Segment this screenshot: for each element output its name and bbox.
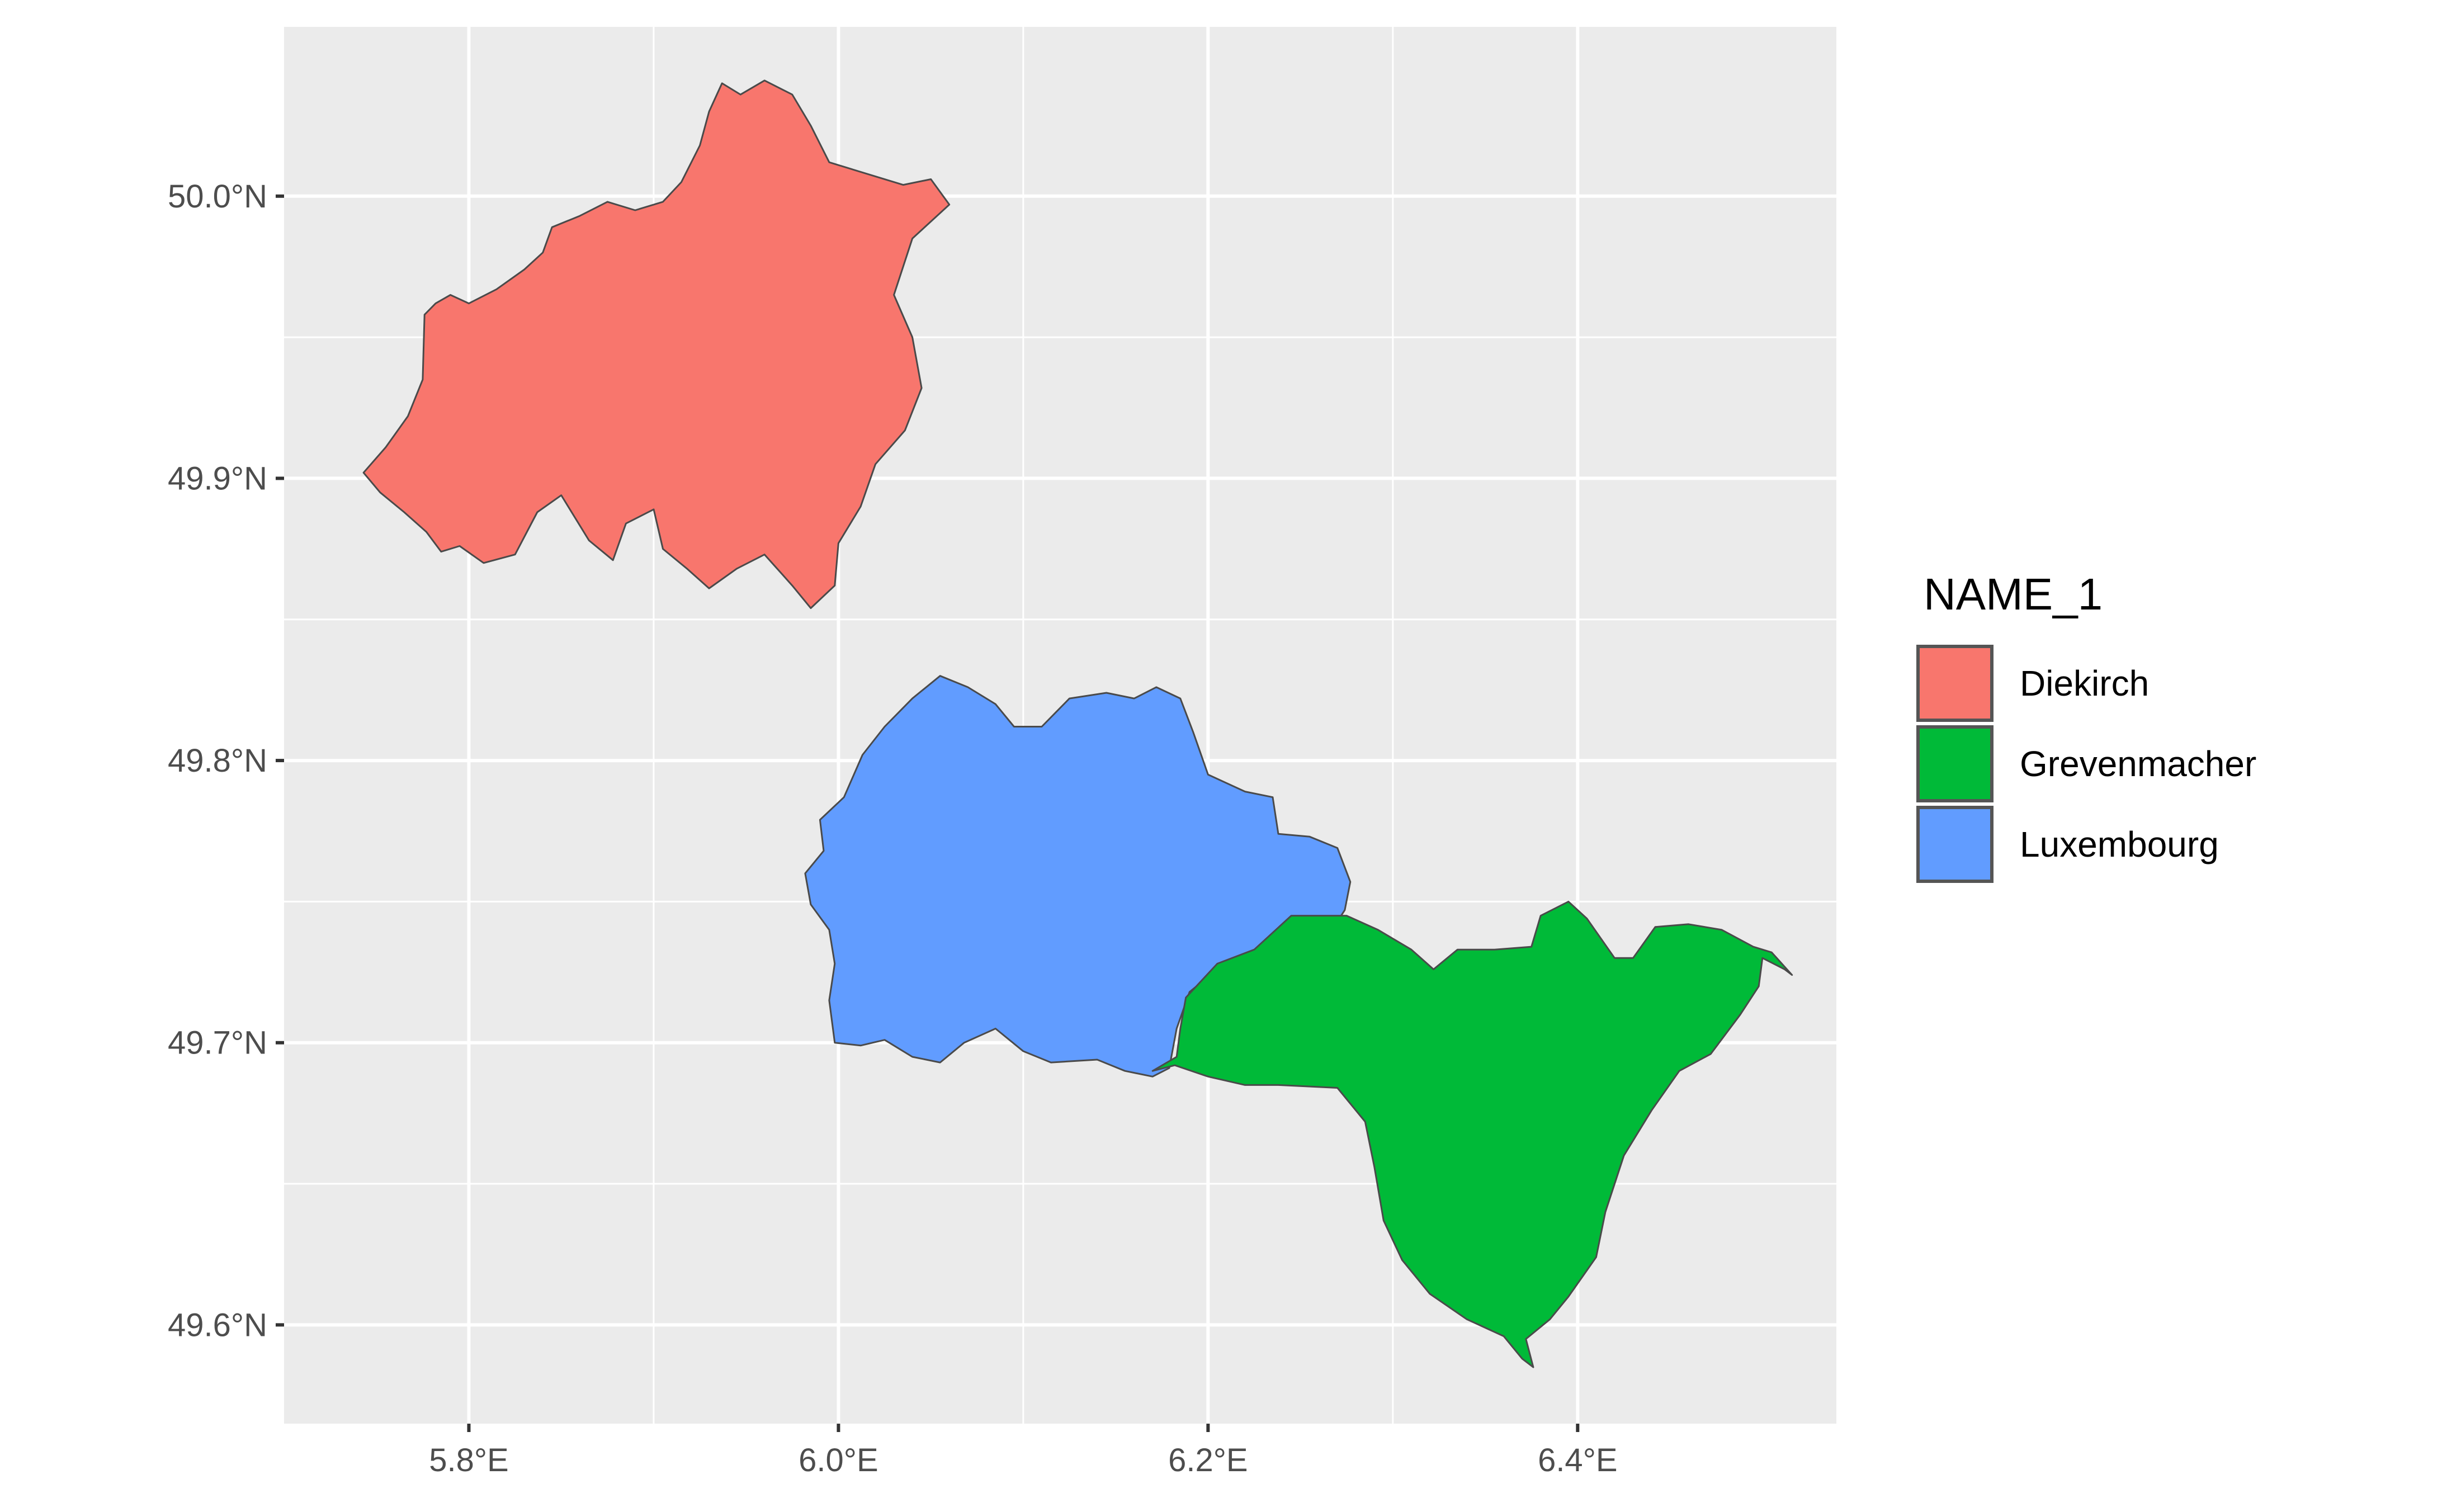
y-tick-label: 49.8°N <box>168 743 267 779</box>
y-tick-label: 49.9°N <box>168 460 267 497</box>
legend-label: Luxembourg <box>2020 824 2219 864</box>
x-tick-label: 5.8°E <box>429 1442 509 1478</box>
legend: NAME_1 Diekirch Grevenmacher Luxembourg <box>1916 569 2256 883</box>
legend-key-luxembourg <box>1916 806 1993 883</box>
axes: 49.6°N 49.7°N 49.8°N 49.9°N 50.0°N 5.8°E 6.0°E… <box>168 178 1618 1478</box>
legend-key-grevenmacher <box>1916 725 1993 802</box>
legend-label: Diekirch <box>2020 663 2149 703</box>
region-diekirch <box>362 79 951 609</box>
region-polygons <box>362 79 1793 1368</box>
region-luxembourg <box>804 675 1352 1078</box>
y-tick-label: 49.7°N <box>168 1025 267 1061</box>
y-tick-label: 49.6°N <box>168 1307 267 1343</box>
legend-key-diekirch <box>1916 645 1993 722</box>
region-grevenmacher <box>1151 900 1793 1368</box>
legend-title: NAME_1 <box>1924 569 2103 619</box>
x-tick-label: 6.0°E <box>799 1442 878 1478</box>
y-tick-label: 50.0°N <box>168 178 267 215</box>
x-tick-label: 6.4°E <box>1538 1442 1618 1478</box>
x-tick-label: 6.2°E <box>1168 1442 1248 1478</box>
legend-label: Grevenmacher <box>2020 744 2256 784</box>
